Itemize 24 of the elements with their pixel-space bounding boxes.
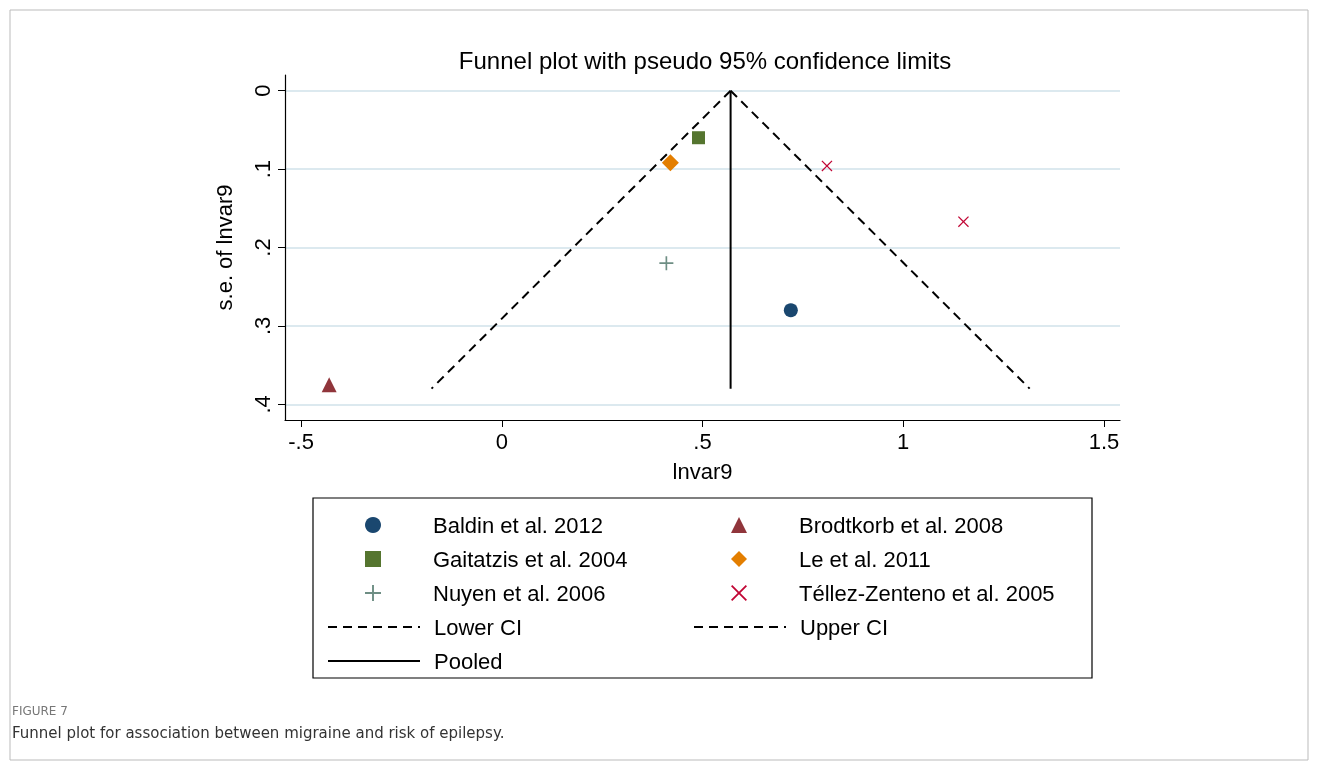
legend-label: Gaitatzis et al. 2004 xyxy=(433,546,628,572)
legend-label: Upper CI xyxy=(800,614,889,640)
legend-label: Brodtkorb et al. 2008 xyxy=(799,512,1004,538)
legend-label: Baldin et al. 2012 xyxy=(433,512,604,538)
chart-title: Funnel plot with pseudo 95% confidence limits xyxy=(458,46,952,74)
legend-label: Nuyen et al. 2006 xyxy=(433,580,606,606)
legend-label: Téllez-Zenteno et al. 2005 xyxy=(799,580,1055,606)
legend-label: Lower CI xyxy=(434,614,523,640)
y-tick-label: .3 xyxy=(249,316,275,336)
x-tick-label: -.5 xyxy=(288,428,314,454)
x-tick-label: 1 xyxy=(897,428,910,454)
y-axis-title: s.e. of lnvar9 xyxy=(211,184,237,311)
legend-label: Pooled xyxy=(434,648,503,674)
y-tick-label: 0 xyxy=(249,84,275,97)
caption: FIGURE 7 xyxy=(12,704,68,718)
x-tick-label: 0 xyxy=(495,428,508,454)
x-tick-label: 1.5 xyxy=(1088,428,1120,454)
y-tick-label: .2 xyxy=(249,238,275,257)
y-tick-label: .1 xyxy=(249,159,275,179)
y-tick-label: .4 xyxy=(249,395,275,414)
legend-label: Le et al. 2011 xyxy=(799,546,931,572)
text: Funnel plot for association between migraine and risk of epilepsy. xyxy=(12,723,505,742)
x-axis-title: lnvar9 xyxy=(672,458,733,484)
x-tick-label: .5 xyxy=(693,428,712,454)
